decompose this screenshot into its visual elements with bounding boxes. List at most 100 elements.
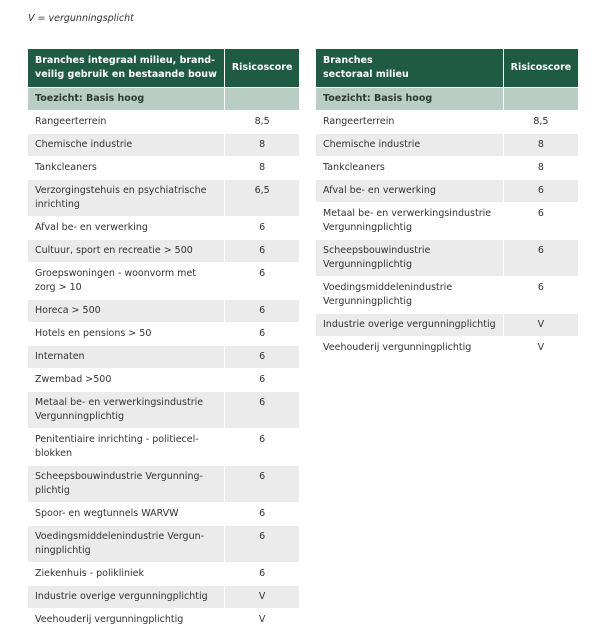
score-cell: 6,5 <box>223 180 300 217</box>
branch-text: Voedingsmiddelenindustrie Vergun- <box>35 531 205 542</box>
branch-cell: Veehouderij vergunningplichtig <box>316 337 503 360</box>
branch-text: Chemische industrie <box>323 139 421 150</box>
table-row: Scheepsbouwindustrie Vergunning-plichtig… <box>28 466 300 503</box>
branch-cell: Spoor- en wegtunnels WARVW <box>28 503 224 526</box>
score-cell: 6 <box>502 240 579 277</box>
branch-text: Vergunningplichtig <box>323 222 413 233</box>
subheader-text: Toezicht: Basis hoog <box>28 88 224 111</box>
subheader-row: Toezicht: Basis hoog <box>28 88 300 111</box>
subheader-blank <box>502 88 579 111</box>
branch-text: Cultuur, sport en recreatie > 500 <box>35 245 193 256</box>
branch-cell: Afval be- en verwerking <box>316 180 503 203</box>
score-cell: 8 <box>502 134 579 157</box>
table-row: Internaten 6 <box>28 346 300 369</box>
branch-cell: Cultuur, sport en recreatie > 500 <box>28 240 224 263</box>
score-cell: 6 <box>223 217 300 240</box>
header-text: sectoraal milieu <box>323 69 409 80</box>
table-row: Hotels en pensions > 50 6 <box>28 323 300 346</box>
score-cell: 6 <box>223 240 300 263</box>
branch-cell: Groepswoningen - woonvorm met zorg > 10 <box>28 263 224 300</box>
header-text: Branches integraal milieu, brand- <box>35 55 215 66</box>
branch-text: Rangeerterrein <box>323 116 395 127</box>
score-cell: 6 <box>223 503 300 526</box>
branch-text: Afval be- en verwerking <box>323 185 436 196</box>
branch-text: Vergunningplichtig <box>35 411 125 422</box>
table-row: Cultuur, sport en recreatie > 500 6 <box>28 240 300 263</box>
branch-text: Internaten <box>35 351 85 362</box>
branch-cell: Chemische industrie <box>28 134 224 157</box>
branch-text: Hotels en pensions > 50 <box>35 328 152 339</box>
table-row: Afval be- en verwerking 6 <box>316 180 579 203</box>
score-cell: 8 <box>223 134 300 157</box>
table-row: Rangeerterrein 8,5 <box>316 111 579 134</box>
branch-cell: Afval be- en verwerking <box>28 217 224 240</box>
branch-text: blokken <box>35 448 73 459</box>
subheader-blank <box>223 88 300 111</box>
table-row: Metaal be- en verwerkingsindustrie Vergun… <box>316 203 579 240</box>
branch-text: Rangeerterrein <box>35 116 107 127</box>
branch-cell: Tankcleaners <box>316 157 503 180</box>
table-row: Veehouderij vergunningplichtig V <box>316 337 579 360</box>
header-score: Risicoscore <box>502 49 579 88</box>
branch-text: Veehouderij vergunningplichtig <box>323 342 472 353</box>
table-row: Ziekenhuis - polikliniek 6 <box>28 563 300 586</box>
branch-text: inrichting <box>35 199 80 210</box>
table-row: Veehouderij vergunningplichtig V <box>28 609 300 632</box>
score-cell: 6 <box>223 466 300 503</box>
score-cell: 6 <box>223 346 300 369</box>
branch-text: Zwembad >500 <box>35 374 112 385</box>
branch-text: Vergunningplichtig <box>323 296 413 307</box>
branch-cell: Voedingsmiddelenindustrie Vergunningplich… <box>316 277 503 314</box>
header-cell: Branches sectoraal milieu <box>316 49 503 88</box>
score-cell: 6 <box>223 369 300 392</box>
subheader-text: Toezicht: Basis hoog <box>316 88 503 111</box>
table-row: Rangeerterrein 8,5 <box>28 111 300 134</box>
score-cell: 6 <box>502 203 579 240</box>
score-cell: 8,5 <box>223 111 300 134</box>
branch-cell: Internaten <box>28 346 224 369</box>
table-row: Tankcleaners 8 <box>316 157 579 180</box>
header-score: Risicoscore <box>223 49 300 88</box>
branch-text: Veehouderij vergunningplichtig <box>35 614 184 625</box>
score-cell: 8 <box>223 157 300 180</box>
header-row: Branches sectoraal milieu Risicoscore <box>316 49 579 88</box>
branch-cell: Industrie overige vergunningplichtig <box>316 314 503 337</box>
score-cell: V <box>223 586 300 609</box>
table-row: Chemische industrie 8 <box>28 134 300 157</box>
branch-text: Spoor- en wegtunnels WARVW <box>35 508 179 519</box>
branch-text: Tankcleaners <box>35 162 97 173</box>
score-cell: 6 <box>502 277 579 314</box>
branch-cell: Tankcleaners <box>28 157 224 180</box>
branch-cell: Metaal be- en verwerkingsindustrie Vergun… <box>316 203 503 240</box>
table-row: Horeca > 500 6 <box>28 300 300 323</box>
table-row: Voedingsmiddelenindustrie Vergunningplich… <box>316 277 579 314</box>
branch-text: Industrie overige vergunningplichtig <box>35 591 208 602</box>
header-cell: Branches integraal milieu, brand-veilig … <box>28 49 224 88</box>
branch-text: Industrie overige vergunningplichtig <box>323 319 496 330</box>
branch-cell: Industrie overige vergunningplichtig <box>28 586 224 609</box>
table-row: Verzorgingstehuis en psychiatrische inric… <box>28 180 300 217</box>
score-cell: 6 <box>223 563 300 586</box>
score-cell: 8,5 <box>502 111 579 134</box>
table-row: Chemische industrie 8 <box>316 134 579 157</box>
branch-cell: Verzorgingstehuis en psychiatrische inric… <box>28 180 224 217</box>
table-row: Penitentiaire inrichting - politiecel-bl… <box>28 429 300 466</box>
branch-cell: Scheepsbouwindustrie Vergunningplichtig <box>316 240 503 277</box>
branch-text: ningplichtig <box>35 545 91 556</box>
branch-text: Metaal be- en verwerkingsindustrie <box>35 397 204 408</box>
table-row: Afval be- en verwerking 6 <box>28 217 300 240</box>
table-row: Spoor- en wegtunnels WARVW 6 <box>28 503 300 526</box>
table-row: Groepswoningen - woonvorm met zorg > 10 6 <box>28 263 300 300</box>
score-cell: 6 <box>223 526 300 563</box>
score-cell: 6 <box>502 180 579 203</box>
branch-text: zorg > 10 <box>35 282 82 293</box>
score-cell: 6 <box>223 263 300 300</box>
branch-cell: Rangeerterrein <box>28 111 224 134</box>
branch-cell: Metaal be- en verwerkingsindustrie Vergun… <box>28 392 224 429</box>
risk-table: Branches integraal milieu, brand-veilig … <box>28 49 300 632</box>
score-cell: 6 <box>223 392 300 429</box>
table-row: Tankcleaners 8 <box>28 157 300 180</box>
branch-cell: Horeca > 500 <box>28 300 224 323</box>
branch-cell: Rangeerterrein <box>316 111 503 134</box>
